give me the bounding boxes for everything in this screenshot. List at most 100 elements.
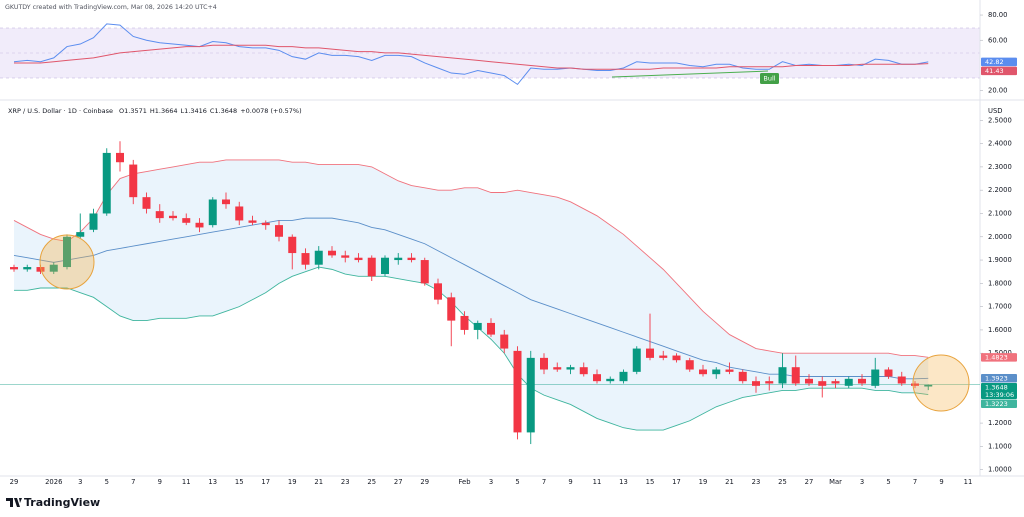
x-tick-label: 11 — [593, 478, 602, 486]
x-tick-label: 21 — [725, 478, 734, 486]
candle-body — [672, 355, 681, 361]
rsi-line — [13, 23, 929, 86]
candle-body — [381, 257, 389, 275]
logo: TradingView — [6, 496, 100, 509]
candle-body — [831, 381, 840, 384]
candle-body — [328, 250, 336, 256]
x-tick-label: 19 — [699, 478, 708, 486]
ohlc-label: H1.3664 — [150, 107, 178, 115]
x-tick-label: 3 — [860, 478, 864, 486]
rsi-panel — [0, 27, 980, 79]
x-tick-label: 5 — [886, 478, 890, 486]
x-tick-label: 23 — [341, 478, 350, 486]
candle-body — [275, 225, 283, 237]
candle-body — [222, 199, 230, 205]
band-fill — [14, 159, 929, 431]
candle-body — [858, 378, 866, 384]
x-tick-label: 7 — [131, 478, 135, 486]
band-layer — [14, 159, 929, 431]
price-tag — [981, 383, 1017, 400]
x-tick-label: Mar — [829, 478, 842, 486]
ohlc-label: L1.3416 — [181, 107, 207, 115]
candle-body — [63, 236, 71, 268]
candle-body — [76, 232, 85, 237]
price-tag-label: 42.82 — [985, 58, 1004, 66]
candle-body — [593, 374, 601, 382]
candle-body — [10, 267, 18, 270]
candle-body — [89, 213, 98, 230]
price-tag-label: 1.3648 — [985, 383, 1008, 391]
ohlc-label: O1.3571 — [119, 107, 147, 115]
x-tick-label: 3 — [489, 478, 493, 486]
line-layer — [0, 23, 980, 431]
price-tag — [981, 353, 1017, 362]
price-tag — [981, 374, 1017, 383]
candle-body — [500, 334, 509, 349]
band-line — [13, 159, 929, 358]
candle-body — [354, 257, 363, 261]
bull-label: Bull — [763, 75, 775, 83]
candle-body — [659, 355, 668, 358]
y-tick-label: 1.8000 — [988, 279, 1012, 287]
candle-body — [49, 264, 58, 272]
candle-body — [553, 367, 562, 370]
candle-body — [738, 371, 747, 382]
candle-body — [871, 369, 880, 386]
candle-body — [606, 378, 615, 382]
y-tick-label: 2.2000 — [988, 186, 1012, 194]
credit: GKUTDY created with TradingView.com, Mar… — [5, 4, 217, 11]
candle-body — [261, 222, 270, 226]
candle-body — [367, 257, 376, 277]
y-tick-label: 2.1000 — [988, 209, 1012, 217]
ohlc-label: C1.3648 — [210, 107, 237, 115]
highlight-circle — [39, 234, 95, 290]
x-tick-label: 29 — [10, 478, 19, 486]
candle-body — [169, 215, 177, 219]
candle-body — [844, 378, 853, 386]
candle-body — [116, 152, 124, 163]
candle-body — [791, 367, 800, 384]
candle-body — [301, 253, 310, 265]
x-tick-label: 9 — [158, 478, 162, 486]
x-tick-label: 5 — [515, 478, 519, 486]
candle-body — [195, 222, 204, 228]
y-tick-label: 2.0000 — [988, 233, 1012, 241]
x-tick-label: 17 — [261, 478, 270, 486]
x-tick-label: 25 — [367, 478, 376, 486]
candle-body — [818, 381, 827, 386]
candle-body — [460, 315, 469, 330]
x-tick-label: 7 — [542, 478, 546, 486]
x-tick-label: 13 — [208, 478, 217, 486]
y-axis-label: USD — [988, 107, 1003, 115]
candle-body — [765, 381, 774, 384]
countdown-label: 13:39:06 — [985, 391, 1014, 399]
candle-body — [725, 369, 734, 372]
y-tick-label: 1.9000 — [988, 256, 1012, 264]
x-tick-label: 25 — [778, 478, 787, 486]
candle-body — [155, 211, 164, 219]
candle-body — [434, 283, 442, 300]
divergence-line — [611, 70, 769, 78]
rsi-line — [14, 44, 929, 70]
x-tick-label: 11 — [964, 478, 973, 486]
candle-body — [619, 371, 628, 382]
candle-body — [566, 367, 575, 370]
x-tick-label: 13 — [619, 478, 628, 486]
candle-body — [778, 367, 787, 384]
x-tick-label: 7 — [913, 478, 917, 486]
candle-body — [182, 218, 191, 223]
band-line — [13, 217, 929, 380]
candle-layer — [10, 141, 933, 445]
text-layer: GKUTDY created with TradingView.com, Mar… — [5, 4, 1017, 486]
y-tick-label: 1.1000 — [988, 442, 1012, 450]
candle-body — [23, 267, 32, 270]
x-tick-label: 9 — [568, 478, 572, 486]
candle-body — [805, 378, 813, 384]
y-tick-label: 80.00 — [988, 11, 1007, 19]
x-tick-label: 11 — [182, 478, 191, 486]
candle-body — [420, 260, 429, 284]
y-tick-label: 2.5000 — [988, 116, 1012, 124]
highlight-circle — [912, 354, 970, 412]
